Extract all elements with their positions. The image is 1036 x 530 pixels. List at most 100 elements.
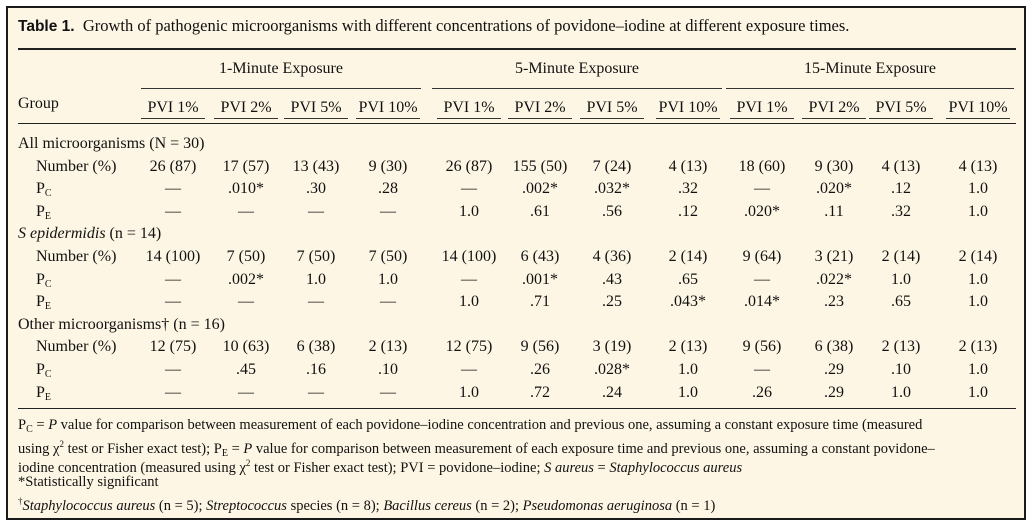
table-cell: 1.0 xyxy=(968,361,988,378)
group-header: Group xyxy=(18,95,59,112)
table-cell: .56 xyxy=(602,202,622,220)
table-cell: 2 (13) xyxy=(668,338,708,356)
row-label: Number (%) xyxy=(36,248,117,265)
table-cell: — xyxy=(308,383,324,401)
row-label: Number (%) xyxy=(36,157,117,175)
table-cell: 7 (50) xyxy=(226,248,266,265)
footnote-line-1: PC = P value for comparison between meas… xyxy=(18,417,923,435)
table-cell: — xyxy=(165,293,181,311)
table-cell: 9 (64) xyxy=(742,248,782,265)
table-cell: .29 xyxy=(824,383,844,401)
table-cell: .12 xyxy=(678,202,698,220)
table-cell: 4 (36) xyxy=(592,248,632,265)
row-label: PC xyxy=(36,180,52,200)
table-cell: 1.0 xyxy=(968,270,988,288)
table-cell: — xyxy=(461,270,477,288)
table-cell: — xyxy=(238,293,254,311)
column-header-underline xyxy=(284,118,348,119)
table-cell: — xyxy=(754,361,770,378)
column-header-underline xyxy=(141,118,205,119)
column-header: PVI 1% xyxy=(443,99,495,116)
table-cell: — xyxy=(308,293,324,311)
table-cell: 2 (13) xyxy=(958,338,998,356)
table-cell: .002* xyxy=(522,180,558,198)
table-title: Table 1. Growth of pathogenic microorgan… xyxy=(18,16,1018,37)
column-header-underline xyxy=(730,118,794,119)
table-cell: 18 (60) xyxy=(738,157,786,175)
section-heading: S epidermidis (n = 14) xyxy=(18,225,162,243)
table-cell: 12 (75) xyxy=(445,338,493,356)
table-cell: 9 (30) xyxy=(814,157,854,175)
table-cell: — xyxy=(754,270,770,288)
table-cell: — xyxy=(165,180,181,198)
table-cell: 9 (56) xyxy=(742,338,782,356)
table-cell: 26 (87) xyxy=(445,157,493,175)
table-cell: .014* xyxy=(744,293,780,311)
span-underline-3 xyxy=(726,88,1014,89)
table-cell: 1.0 xyxy=(459,383,479,401)
table-cell: — xyxy=(238,202,254,220)
column-header-underline xyxy=(356,118,420,119)
table-cell: 155 (50) xyxy=(512,157,568,175)
table-cell: — xyxy=(380,383,396,401)
table-cell: .10 xyxy=(891,361,911,378)
table-title-text: Growth of pathogenic microorganisms with… xyxy=(82,16,850,35)
table-cell: .32 xyxy=(678,180,698,198)
table-cell: 7 (50) xyxy=(368,248,408,265)
table-cell: .028* xyxy=(594,361,630,378)
table-cell: — xyxy=(308,202,324,220)
row-label: PE xyxy=(36,383,52,403)
footnote-star: *Statistically significant xyxy=(18,474,159,490)
column-header: PVI 10% xyxy=(658,99,718,116)
column-header: PVI 10% xyxy=(358,99,418,116)
footnote-line-3: iodine concentration (measured using χ2 … xyxy=(18,458,743,476)
table-cell: .16 xyxy=(306,361,326,378)
table-cell: 1.0 xyxy=(968,383,988,401)
table-cell: .29 xyxy=(824,361,844,378)
table-cell: .61 xyxy=(530,202,550,220)
column-header: PVI 1% xyxy=(147,99,199,116)
table-cell: 1.0 xyxy=(891,270,911,288)
column-header-underline xyxy=(946,118,1010,119)
table-cell: 12 (75) xyxy=(149,338,197,356)
table-cell: 4 (13) xyxy=(881,157,921,175)
table-cell: 6 (38) xyxy=(296,338,336,356)
table-cell: .10 xyxy=(378,361,398,378)
table-cell: .65 xyxy=(891,293,911,311)
column-header-underline xyxy=(656,118,720,119)
table-cell: — xyxy=(165,202,181,220)
table-cell: .28 xyxy=(378,180,398,198)
row-label: PE xyxy=(36,202,52,222)
table-cell: 1.0 xyxy=(378,270,398,288)
table-cell: .001* xyxy=(522,270,558,288)
table-cell: 3 (19) xyxy=(592,338,632,356)
table-cell: 2 (14) xyxy=(881,248,921,265)
table-cell: .002* xyxy=(228,270,264,288)
table-cell: .30 xyxy=(306,180,326,198)
table-cell: .32 xyxy=(891,202,911,220)
table-cell: 1.0 xyxy=(968,180,988,198)
span-15-minute: 15-Minute Exposure xyxy=(804,60,936,77)
footnote-rule xyxy=(18,408,1016,409)
header-rule xyxy=(18,123,1016,124)
table-cell: .010* xyxy=(228,180,264,198)
table-cell: 1.0 xyxy=(678,383,698,401)
table-cell: 2 (13) xyxy=(881,338,921,356)
column-header: PVI 2% xyxy=(220,99,272,116)
span-1-minute: 1-Minute Exposure xyxy=(219,60,343,77)
table-cell: 9 (56) xyxy=(520,338,560,356)
footnote-dagger: †Staphylococcus aureus (n = 5); Streptoc… xyxy=(18,496,716,514)
table-cell: — xyxy=(238,383,254,401)
table-cell: .022* xyxy=(816,270,852,288)
table-cell: .12 xyxy=(891,180,911,198)
table-cell: 2 (13) xyxy=(368,338,408,356)
table-cell: 4 (13) xyxy=(958,157,998,175)
table-cell: — xyxy=(165,361,181,378)
table-cell: — xyxy=(754,180,770,198)
table-cell: 2 (14) xyxy=(668,248,708,265)
table-cell: .020* xyxy=(816,180,852,198)
table-cell: 1.0 xyxy=(306,270,326,288)
table-cell: .23 xyxy=(824,293,844,311)
column-header-underline xyxy=(214,118,278,119)
table-cell: .25 xyxy=(602,293,622,311)
